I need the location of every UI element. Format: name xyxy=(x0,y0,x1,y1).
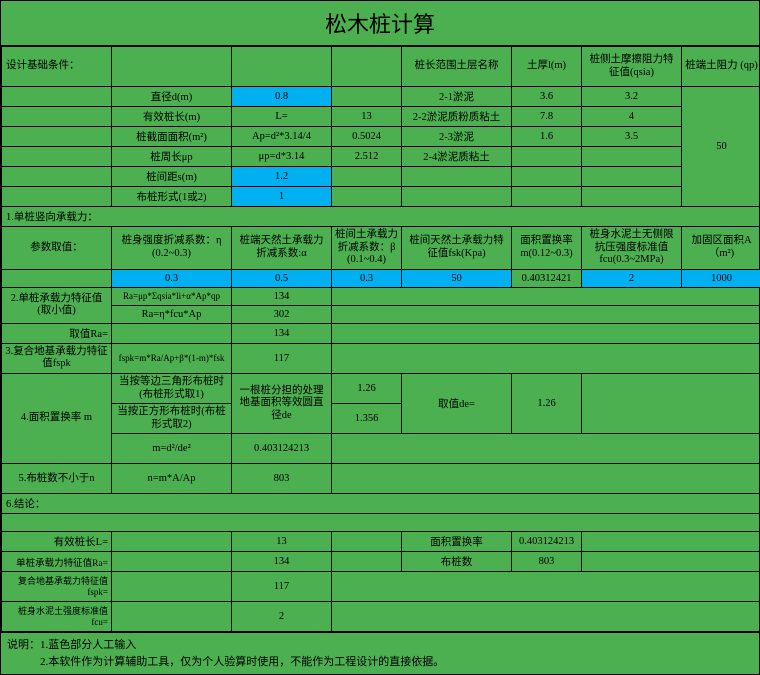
tri-label: 当按等边三角形布桩时(布桩形式取1) xyxy=(112,373,232,403)
sec5-eq: n=m*A/Ap xyxy=(112,464,232,494)
A-label: 加固区面积A（m²) xyxy=(682,227,760,270)
sq-val: 1.356 xyxy=(332,404,402,434)
fcu-input[interactable]: 2 xyxy=(582,269,682,287)
sec5-title: 5.布桩数不小于n xyxy=(2,464,112,494)
conc-Ra-label: 单桩承载力特征值Ra= xyxy=(2,552,112,572)
sec3-val: 117 xyxy=(232,343,332,373)
d-label: 直径d(m) xyxy=(112,87,232,107)
notes: 说明：1.蓝色部分人工输入 2.本软件作为计算辅助工具，仅为个人验算时使用，不能… xyxy=(1,632,759,674)
mu-label: 桩周长μp xyxy=(112,147,232,167)
L-label: 有效桩长(m) xyxy=(112,107,232,127)
beta-input[interactable]: 0.3 xyxy=(332,269,402,287)
tip-res-hdr: 桩端土阻力 (qp) xyxy=(682,47,760,87)
de-take: 取值de= xyxy=(402,373,512,433)
soil2-fric: 4 xyxy=(582,107,682,127)
m-calc: 0.40312421 xyxy=(512,269,582,287)
soil3-fric: 3.5 xyxy=(582,127,682,147)
spreadsheet: 松木桩计算 设计基础条件： 桩长范围土层名称 土厚l(m) 桩侧土摩擦阻力特征值… xyxy=(0,0,760,675)
sec5-val: 803 xyxy=(232,464,332,494)
fsk-input[interactable]: 50 xyxy=(402,269,512,287)
sq-label: 当按正方形布桩时(布桩形式取2) xyxy=(112,404,232,434)
conc-fspk: 117 xyxy=(232,572,332,602)
note2: 2.本软件作为计算辅助工具，仅为个人验算时使用，不能作为工程设计的直接依据。 xyxy=(7,654,753,671)
ra2-val: 302 xyxy=(232,305,332,323)
sec2-title: 2.单桩承载力特征值(取小值) xyxy=(2,287,112,323)
soil3-thick: 1.6 xyxy=(512,127,582,147)
soil4-name: 2-4淤泥质粘土 xyxy=(402,147,512,167)
de-label: 一根桩分担的处理地基面积等效圆直径de xyxy=(232,373,332,433)
soil-name-hdr: 桩长范围土层名称 xyxy=(402,47,512,87)
soil1-fric: 3.2 xyxy=(582,87,682,107)
main-table: 设计基础条件： 桩长范围土层名称 土厚l(m) 桩侧土摩擦阻力特征值(qsia)… xyxy=(1,46,760,632)
soil2-name: 2-2淤泥质粉质粘土 xyxy=(402,107,512,127)
qp-value: 50 xyxy=(682,87,760,207)
sec1-title: 1.单桩竖向承载力： xyxy=(2,207,760,227)
ra-val: 134 xyxy=(232,323,332,343)
sec6-title: 6.结论： xyxy=(2,494,760,514)
s-input[interactable]: 1.2 xyxy=(232,167,332,187)
Ap-label: 桩截面面积(m²) xyxy=(112,127,232,147)
ra2-eq: Ra=η*fcu*Ap xyxy=(112,305,232,323)
fsk-label: 桩间天然土承载力特征值fsk(Kpa) xyxy=(402,227,512,270)
soil1-name: 2-1淤泥 xyxy=(402,87,512,107)
Ap-val: 0.5024 xyxy=(332,127,402,147)
fcu-label: 桩身水泥土无侧限抗压强度标准值fcu(0.3~2MPa) xyxy=(582,227,682,270)
conc-n: 803 xyxy=(512,552,582,572)
conc-L: 13 xyxy=(232,532,332,552)
d-input[interactable]: 0.8 xyxy=(232,87,332,107)
ra-take-label: 取值Ra= xyxy=(2,323,112,343)
conc-L-label: 有效桩长L= xyxy=(2,532,112,552)
sec4-title: 4.面积置换率 m xyxy=(2,373,112,463)
sec3-title: 3.复合地基承载力特征值fspk xyxy=(2,343,112,373)
conc-n-label: 布桩数 xyxy=(402,552,512,572)
soil3-name: 2-3淤泥 xyxy=(402,127,512,147)
note1: 说明：1.蓝色部分人工输入 xyxy=(7,637,753,654)
param-take-label: 参数取值： xyxy=(2,227,112,270)
A-input[interactable]: 1000 xyxy=(682,269,760,287)
conc-m-label: 面积置换率 xyxy=(402,532,512,552)
conc-fcu: 2 xyxy=(232,602,332,632)
conc-fcu-label: 桩身水泥土强度标准值fcu= xyxy=(2,602,112,632)
conc-fspk-label: 复合地基承载力特征值fspk= xyxy=(2,572,112,602)
eta-label: 桩身强度折减系数：η (0.2~0.3) xyxy=(112,227,232,270)
alpha-label: 桩端天然土承载力折减系数:α xyxy=(232,227,332,270)
sec3-eq: fspk=m*Ra/Ap+β*(1-m)*fsk xyxy=(112,343,232,373)
soil-thick-hdr: 土厚l(m) xyxy=(512,47,582,87)
m-eq: m=d²/de² xyxy=(112,434,232,464)
side-fric-hdr: 桩侧土摩擦阻力特征值(qsia) xyxy=(582,47,682,87)
beta-label: 桩间土承载力折减系数：β (0.1~0.4) xyxy=(332,227,402,270)
tri-val: 1.26 xyxy=(332,373,402,403)
conc-Ra: 134 xyxy=(232,552,332,572)
de-val: 1.26 xyxy=(512,373,582,433)
sheet-title: 松木桩计算 xyxy=(1,1,759,46)
L-eq: L= xyxy=(232,107,332,127)
form-label: 布桩形式(1或2) xyxy=(112,187,232,207)
ra1-eq: Ra=μp*Σqsia*li+α*Ap*qp xyxy=(112,287,232,305)
alpha-input[interactable]: 0.5 xyxy=(232,269,332,287)
soil2-thick: 7.8 xyxy=(512,107,582,127)
mu-val: 2.512 xyxy=(332,147,402,167)
form-input[interactable]: 1 xyxy=(232,187,332,207)
mu-eq: μp=d*3.14 xyxy=(232,147,332,167)
s-label: 桩间距s(m) xyxy=(112,167,232,187)
soil1-thick: 3.6 xyxy=(512,87,582,107)
L-val: 13 xyxy=(332,107,402,127)
Ap-eq: Ap=d²*3.14/4 xyxy=(232,127,332,147)
conc-m: 0.403124213 xyxy=(512,532,582,552)
ra1-val: 134 xyxy=(232,287,332,305)
eta-input[interactable]: 0.3 xyxy=(112,269,232,287)
m-label: 面积置换率m(0.12~0.3) xyxy=(512,227,582,270)
design-cond-label: 设计基础条件： xyxy=(2,47,112,87)
m-val: 0.403124213 xyxy=(232,434,332,464)
